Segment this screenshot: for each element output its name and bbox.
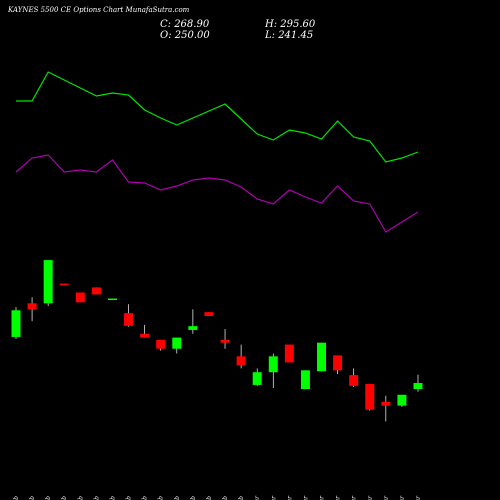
x-tick-label: 13 Mar (383, 495, 390, 500)
candle-body (381, 401, 391, 406)
candle-body (91, 287, 101, 295)
x-tick-label: 18 Mar (415, 495, 422, 500)
candle-body (43, 260, 53, 304)
header-low: L: 241.45 (264, 30, 313, 41)
header-high: H: 295.60 (264, 19, 316, 30)
x-tick-label: 10 Feb (29, 496, 36, 500)
candle-body (413, 383, 423, 390)
x-tick-label: 05 Mar (286, 495, 293, 500)
candle-body (59, 283, 69, 286)
x-tick-label: 04 Mar (270, 495, 277, 500)
chart-title: KAYNES 5500 CE Options Chart MunafaSutra… (7, 6, 190, 14)
x-tick-label: 28 Feb (238, 496, 245, 500)
x-tick-label: 10 Mar (335, 495, 342, 500)
x-tick-label: 03 Mar (254, 495, 261, 500)
x-tick-label: 12 Mar (367, 495, 374, 500)
candle-body (140, 333, 150, 338)
candle-body (284, 344, 294, 363)
x-tick-label: 24 Feb (190, 496, 197, 500)
indicator-line (16, 71, 419, 163)
candle-body (188, 326, 198, 330)
x-tick-label: 17 Feb (109, 496, 116, 500)
candle-body (75, 292, 85, 303)
candle-body (11, 310, 21, 337)
header-open: O: 250.00 (160, 30, 210, 41)
candle-body (397, 394, 407, 406)
x-tick-label: 25 Feb (206, 496, 213, 500)
candle-body (236, 356, 246, 366)
x-tick-label: 09 Feb (13, 496, 20, 500)
x-tick-label: 06 Mar (302, 495, 309, 500)
x-tick-label: 13 Feb (77, 496, 84, 500)
x-tick-label: 20 Feb (158, 496, 165, 500)
candle-body (349, 375, 359, 386)
candle-body (204, 312, 214, 316)
candle-body (333, 355, 343, 371)
candle-body (27, 303, 37, 310)
x-tick-label: 18 Feb (126, 496, 133, 500)
candle-body (156, 339, 166, 349)
candle-body (317, 342, 327, 372)
x-tick-label: 11 Feb (45, 496, 52, 500)
x-tick-label: 17 Mar (399, 495, 406, 500)
candle-body (107, 298, 117, 301)
x-tick-label: 19 Feb (142, 496, 149, 500)
x-tick-label: 14 Feb (93, 496, 100, 500)
header-close: C: 268.90 (160, 19, 210, 30)
indicator-line (15, 154, 419, 233)
candle-body (124, 313, 134, 326)
x-tick-label: 11 Mar (351, 495, 358, 500)
x-tick-label: 27 Feb (222, 496, 229, 500)
x-tick-label: 07 Mar (319, 495, 326, 500)
candle-body (252, 372, 262, 385)
candle-body (365, 383, 375, 410)
candle-body (300, 370, 310, 390)
candle-body (172, 337, 182, 349)
candle-body (268, 356, 278, 373)
x-tick-label: 21 Feb (174, 496, 181, 500)
candle-body (220, 339, 230, 343)
x-tick-label: 12 Feb (61, 496, 68, 500)
